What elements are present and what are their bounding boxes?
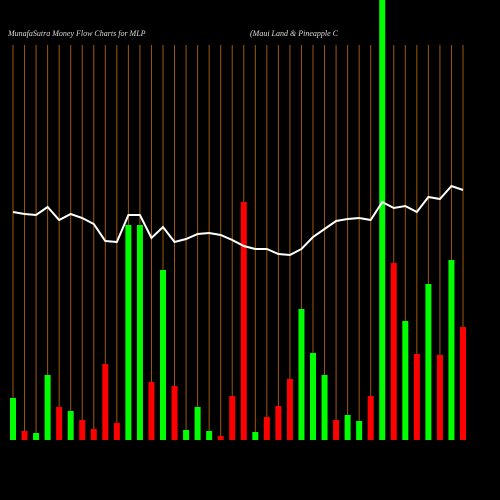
chart-subtitle: (Maui Land & Pineapple C [250,29,339,38]
bar [56,407,63,440]
bar [286,379,293,440]
bar [275,406,282,440]
bar [356,421,363,440]
bar [79,420,86,440]
bar [436,355,443,440]
bar [217,436,224,440]
bar [148,382,155,440]
bar [321,375,328,440]
bar [298,309,305,440]
bar [263,417,270,440]
bar [448,260,455,440]
bar [333,420,340,440]
bar [21,431,28,440]
bar [183,430,190,440]
bar [206,431,213,440]
bar [160,270,166,440]
bar [425,284,432,440]
bar [460,327,466,440]
bar [229,396,236,440]
bar [390,263,397,440]
bar [10,398,16,440]
bar [367,396,374,440]
bar [194,407,201,440]
bar [33,433,40,440]
bar [125,225,132,440]
bar [344,415,351,440]
bar [44,375,51,440]
bar [171,386,178,440]
bar [379,0,386,440]
bar [113,423,120,440]
bar [102,364,109,440]
bar [136,225,143,440]
price-line [12,184,464,257]
bar [252,432,259,440]
bar [413,354,420,440]
bar [310,353,316,440]
chart-title: MunafaSutra Money Flow Charts for MLP [7,29,146,38]
bar [67,411,74,440]
bar [240,202,247,440]
bar [402,321,409,440]
bar [90,429,97,440]
